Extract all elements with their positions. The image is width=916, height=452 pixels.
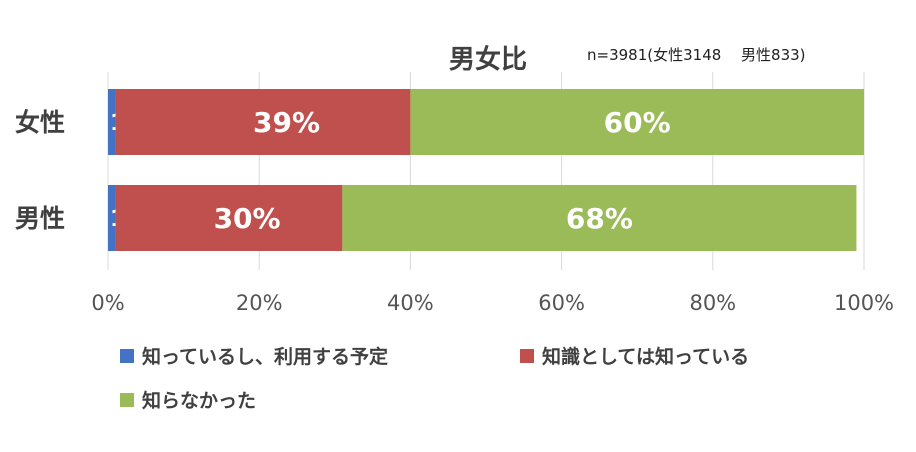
bars: 1%39%60%1%30%68% [108,89,864,251]
x-tick-label: 80% [689,291,736,315]
legend-swatch [120,393,134,407]
bar-segment [342,185,857,251]
bar-segment [108,185,116,251]
legend-label: 知らなかった [142,389,256,412]
sample-size-note: n=3981(女性3148 男性833) [587,46,806,64]
bar-segment [115,185,343,251]
data-label: 60% [604,106,671,139]
legend-swatch [120,349,134,363]
bar-segment [108,89,116,155]
bar-segment [115,89,411,155]
legend-swatch [520,349,534,363]
x-tick-label: 20% [236,291,283,315]
x-axis-ticks: 0% 20% 40% 60% 80% 100% [91,291,894,315]
data-label: 68% [566,202,633,235]
x-tick-label: 100% [834,291,894,315]
x-tick-label: 40% [387,291,434,315]
x-tick-label: 60% [538,291,585,315]
data-label: 30% [214,202,281,235]
legend-label: 知っているし、利用する予定 [142,345,388,368]
x-tick-label: 0% [91,291,124,315]
category-label: 女性 [15,108,65,137]
data-label: 39% [253,106,320,139]
chart-title: 男女比 [449,44,527,75]
legend-label: 知識としては知っている [542,345,749,368]
bar-segment [410,89,864,155]
category-label: 男性 [15,204,65,233]
